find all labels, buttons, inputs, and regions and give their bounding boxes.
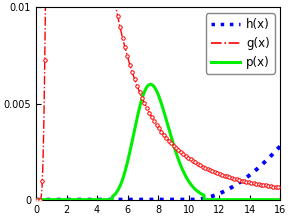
p(x): [279, 198, 282, 201]
p(x): [139, 103, 142, 106]
h(x): [77, 198, 80, 201]
Line: p(x): p(x): [36, 84, 280, 200]
h(x): [248, 174, 251, 177]
h(x): [35, 198, 38, 201]
h(x): [274, 150, 277, 152]
g(x): [274, 186, 278, 188]
Legend: h(x), g(x), p(x): h(x), g(x), p(x): [206, 13, 275, 74]
p(x): [35, 198, 38, 201]
g(x): [129, 66, 133, 69]
g(x): [279, 186, 282, 189]
g(x): [36, 198, 39, 201]
h(x): [139, 198, 142, 201]
p(x): [248, 198, 251, 201]
h(x): [62, 198, 66, 201]
h(x): [279, 145, 282, 147]
g(x): [139, 95, 143, 97]
Line: h(x): h(x): [36, 146, 280, 200]
g(x): [248, 181, 251, 184]
p(x): [62, 198, 66, 201]
h(x): [128, 198, 132, 201]
p(x): [274, 198, 278, 201]
Line: g(x): g(x): [37, 0, 280, 200]
p(x): [149, 83, 152, 86]
p(x): [128, 151, 132, 153]
p(x): [77, 198, 80, 201]
